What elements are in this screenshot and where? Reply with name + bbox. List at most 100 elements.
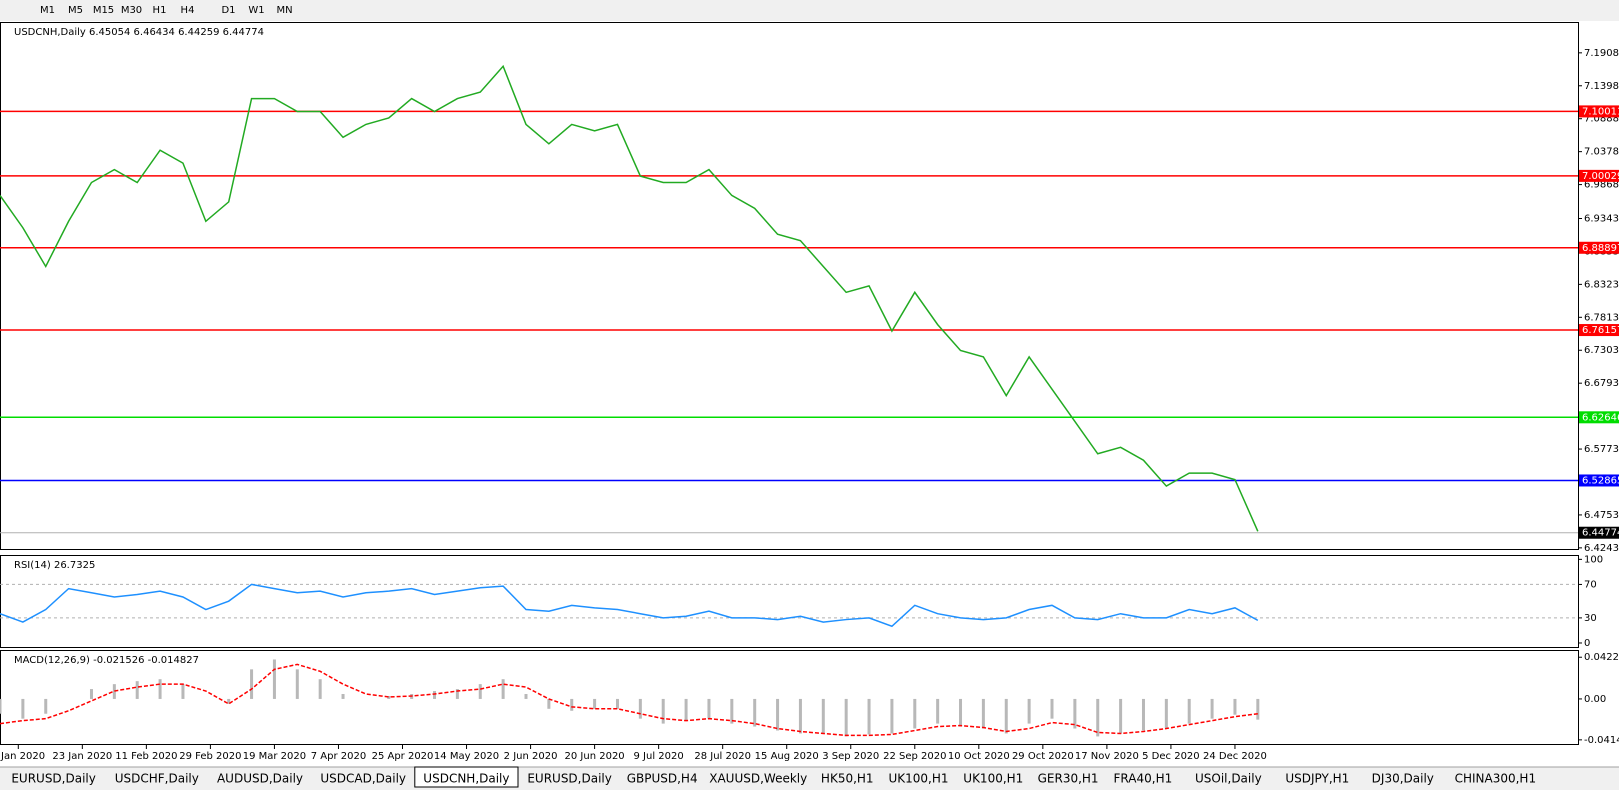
tab[interactable]: USDJPY,H1 <box>1285 772 1349 786</box>
y-tick-label: 70 <box>1584 579 1597 590</box>
y-tick-label: 6.42430 <box>1584 543 1619 554</box>
tab[interactable]: USDCHF,Daily <box>115 772 199 786</box>
indicator-title: RSI(14) 26.7325 <box>14 560 95 571</box>
tab[interactable]: EURUSD,Daily <box>11 772 96 786</box>
x-tick-label: 17 Nov 2020 <box>1075 751 1139 762</box>
level-label: 6.76157 <box>1582 325 1619 336</box>
timeframe-button[interactable]: H1 <box>153 5 167 16</box>
y-tick-label: 0 <box>1584 638 1590 649</box>
tab[interactable]: GER30,H1 <box>1038 772 1099 786</box>
y-tick-label: -0.04148 <box>1584 735 1619 746</box>
y-tick-label: 30 <box>1584 613 1597 624</box>
tab[interactable]: USDCNH,Daily <box>423 772 509 786</box>
series-line <box>0 64 1259 532</box>
x-tick-label: 14 May 2020 <box>434 751 499 762</box>
macd-bar <box>638 698 642 719</box>
macd-bar <box>0 698 2 714</box>
macd-bar <box>44 698 48 714</box>
x-tick-label: 11 Feb 2020 <box>115 751 177 762</box>
level-label: 7.00029 <box>1582 171 1619 182</box>
macd-bar <box>776 698 780 731</box>
tab[interactable]: GBPUSD,H4 <box>627 772 698 786</box>
y-tick-label: 7.03780 <box>1584 147 1619 158</box>
level-label-box <box>1579 411 1619 424</box>
macd-bar <box>112 684 116 699</box>
tab[interactable]: AUDUSD,Daily <box>217 772 303 786</box>
timeframe-button[interactable]: W1 <box>248 5 264 16</box>
x-tick-label: 29 Feb 2020 <box>179 751 241 762</box>
macd-bar <box>684 698 688 721</box>
x-tick-label: 19 Mar 2020 <box>243 751 306 762</box>
macd-bar <box>1187 698 1191 724</box>
macd-bar <box>1141 698 1145 731</box>
macd-bar <box>707 698 711 719</box>
timeframe-button[interactable]: MN <box>276 5 292 16</box>
tab[interactable]: EURUSD,Daily <box>527 772 612 786</box>
x-tick-label: 29 Oct 2020 <box>1012 751 1074 762</box>
x-tick-label: 9 Jul 2020 <box>634 751 684 762</box>
x-tick-label: 7 Apr 2020 <box>311 751 366 762</box>
tab[interactable]: XAUUSD,Weekly <box>709 772 807 786</box>
macd-bar <box>798 698 802 734</box>
macd-bar <box>867 698 871 735</box>
macd-bar <box>524 694 528 699</box>
y-tick-label: 100 <box>1584 554 1603 565</box>
y-tick-label: 6.47530 <box>1584 510 1619 521</box>
level-label-box <box>1579 324 1619 337</box>
level-label: 6.88897 <box>1582 243 1619 254</box>
y-tick-label: 6.98680 <box>1584 180 1619 191</box>
macd-bar <box>455 689 459 699</box>
level-label: 6.44774 <box>1582 528 1619 539</box>
timeframe-button[interactable]: M5 <box>68 5 83 16</box>
macd-pane <box>0 650 1579 745</box>
level-label: 7.10011 <box>1582 106 1619 117</box>
x-tick-label: 3 Sep 2020 <box>822 751 879 762</box>
macd-bar <box>89 689 93 699</box>
macd-bar <box>821 698 825 734</box>
y-tick-label: 6.57730 <box>1584 444 1619 455</box>
active-tab <box>414 766 519 788</box>
macd-bar <box>1119 698 1123 734</box>
macd-bar <box>1096 698 1100 737</box>
tab[interactable]: DJ30,Daily <box>1372 772 1434 786</box>
macd-bar <box>1073 698 1077 729</box>
macd-bar <box>570 698 574 711</box>
x-tick-label: 5 Dec 2020 <box>1142 751 1200 762</box>
tab[interactable]: FRA40,H1 <box>1114 772 1173 786</box>
macd-bar <box>1027 698 1031 724</box>
tab[interactable]: UK100,H1 <box>963 772 1023 786</box>
tab[interactable]: HK50,H1 <box>821 772 874 786</box>
timeframe-button[interactable]: D1 <box>221 5 235 16</box>
y-tick-label: 7.08880 <box>1584 114 1619 125</box>
tab[interactable]: UK100,H1 <box>888 772 948 786</box>
tab[interactable]: USDCAD,Daily <box>320 772 406 786</box>
macd-bar <box>981 698 985 729</box>
y-tick-label: 6.73030 <box>1584 345 1619 356</box>
macd-bar <box>1256 698 1260 720</box>
x-tick-label: 20 Jun 2020 <box>565 751 625 762</box>
macd-bar <box>936 698 940 724</box>
macd-bar <box>227 698 231 704</box>
indicator-title: MACD(12,26,9) -0.021526 -0.014827 <box>14 655 199 666</box>
x-tick-label: 4 Jan 2020 <box>0 751 45 762</box>
level-label-box <box>1579 105 1619 118</box>
level-label-box <box>1579 169 1619 182</box>
y-tick-label: 6.78130 <box>1584 312 1619 323</box>
tab[interactable]: CHINA300,H1 <box>1455 772 1537 786</box>
x-tick-label: 23 Jan 2020 <box>52 751 112 762</box>
x-tick-label: 15 Aug 2020 <box>755 751 819 762</box>
timeframe-button[interactable]: M1 <box>40 5 55 16</box>
macd-bar <box>272 659 276 699</box>
y-tick-label: 6.83230 <box>1584 279 1619 290</box>
timeframe-button[interactable]: M15 <box>93 5 114 16</box>
y-tick-label: 6.93430 <box>1584 213 1619 224</box>
macd-bar <box>478 684 482 699</box>
timeframe-button[interactable]: M30 <box>121 5 142 16</box>
y-tick-label: 7.13980 <box>1584 81 1619 92</box>
tab[interactable]: USOil,Daily <box>1195 772 1262 786</box>
timeframe-button[interactable]: H4 <box>181 5 195 16</box>
macd-bar <box>250 669 254 699</box>
level-label: 6.52865 <box>1582 475 1619 486</box>
